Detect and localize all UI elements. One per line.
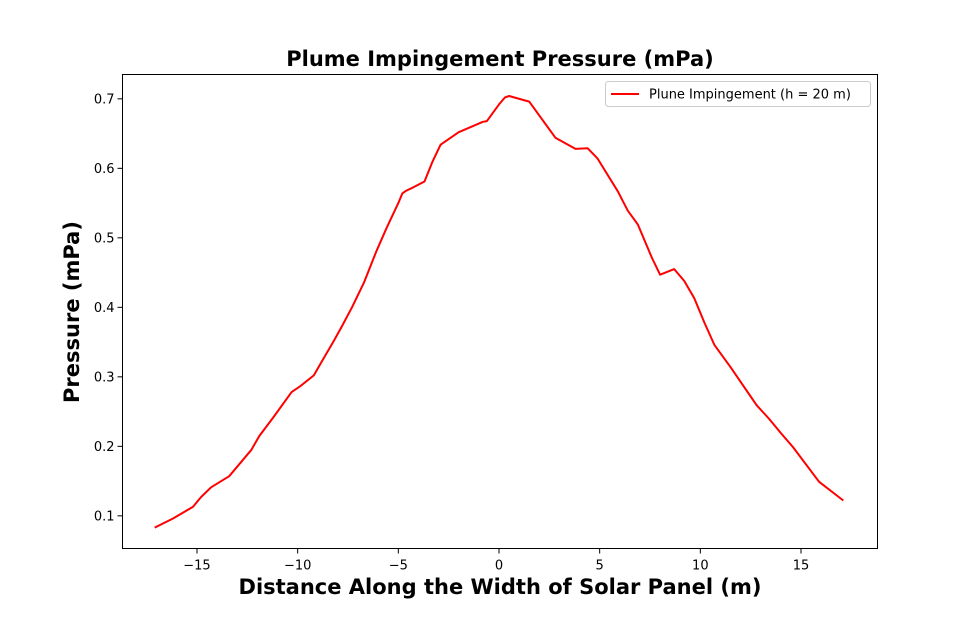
y-tick-label: 0.3 xyxy=(94,370,115,385)
x-tick-label: 15 xyxy=(793,559,810,574)
legend-label: Plune Impingement (h = 20 m) xyxy=(649,88,851,103)
x-axis-title: Distance Along the Width of Solar Panel … xyxy=(239,575,762,599)
y-axis-ticks: 0.1 0.2 0.3 0.4 0.5 0.6 0.7 xyxy=(94,92,123,524)
chart-title: Plume Impingement Pressure (mPa) xyxy=(286,47,713,71)
y-tick-label: 0.2 xyxy=(94,440,115,455)
y-tick-label: 0.1 xyxy=(94,509,115,524)
x-tick-label: −5 xyxy=(389,559,408,574)
legend-box xyxy=(605,81,871,107)
x-tick-label: −15 xyxy=(183,559,210,574)
y-tick-label: 0.7 xyxy=(94,92,115,107)
y-axis-title: Pressure (mPa) xyxy=(60,221,84,403)
y-tick-label: 0.5 xyxy=(94,231,115,246)
y-tick-label: 0.4 xyxy=(94,301,115,316)
x-tick-label: 0 xyxy=(495,559,503,574)
x-tick-label: 5 xyxy=(596,559,604,574)
plot-area xyxy=(154,95,844,529)
axes-frame xyxy=(122,74,878,549)
y-tick-label: 0.6 xyxy=(94,162,115,177)
x-axis-ticks: −15 −10 −5 0 5 10 15 xyxy=(183,548,810,574)
x-tick-label: −10 xyxy=(284,559,311,574)
legend: Plune Impingement (h = 20 m) xyxy=(605,81,871,107)
series-line xyxy=(154,95,844,529)
x-tick-label: 10 xyxy=(692,559,709,574)
